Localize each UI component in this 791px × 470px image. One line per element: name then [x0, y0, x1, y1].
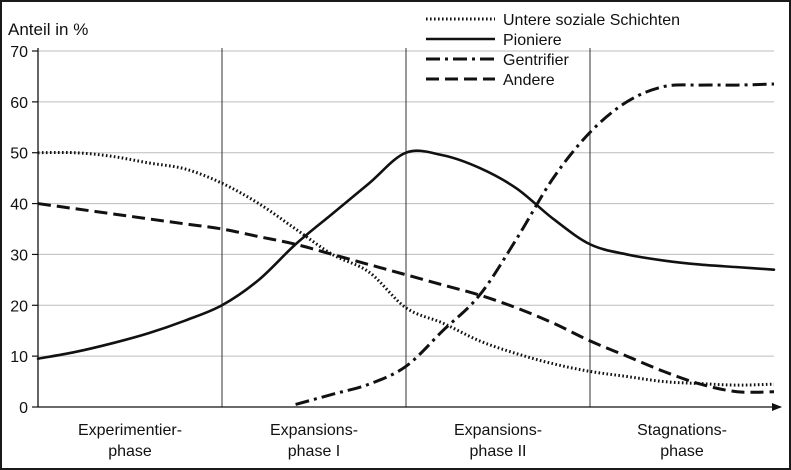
legend: Untere soziale Schichten Pioniere Gentrifi…: [426, 12, 680, 89]
ytick-label-50: 50: [10, 146, 28, 163]
axis-labels: Anteil in % Experimentier-phase Expansions…: [8, 20, 727, 460]
legend-label-2: Pioniere: [503, 32, 562, 49]
ytick-label-30: 30: [10, 247, 28, 264]
ytick-label-70: 70: [10, 44, 28, 61]
phase-label-4: Stagnations-phase: [637, 422, 727, 460]
ytick-label-60: 60: [10, 95, 28, 112]
ytick-label-10: 10: [10, 349, 28, 366]
series-line-andere: [37, 202, 775, 394]
legend-label-4: Andere: [503, 72, 555, 89]
ytick-label-40: 40: [10, 197, 28, 214]
legend-label-3: Gentrifier: [503, 52, 569, 69]
ytick-label-20: 20: [10, 298, 28, 315]
phase-label-3: Expansions-phase II: [454, 422, 542, 460]
series-lines: [36, 82, 776, 406]
series-line-gentrifier: [295, 82, 775, 406]
phase-boundaries: [221, 48, 591, 407]
legend-label-1: Untere soziale Schichten: [503, 12, 680, 29]
phase-label-2: Expansions-phase I: [270, 422, 358, 460]
phase-label-1: Experimentier-phase: [78, 422, 182, 460]
y-axis-label: Anteil in %: [8, 20, 88, 39]
ytick-label-0: 0: [19, 400, 28, 417]
axes: 0 10 20 30 40 50 60 70: [10, 44, 782, 417]
series-line-pioniere: [36, 149, 776, 360]
